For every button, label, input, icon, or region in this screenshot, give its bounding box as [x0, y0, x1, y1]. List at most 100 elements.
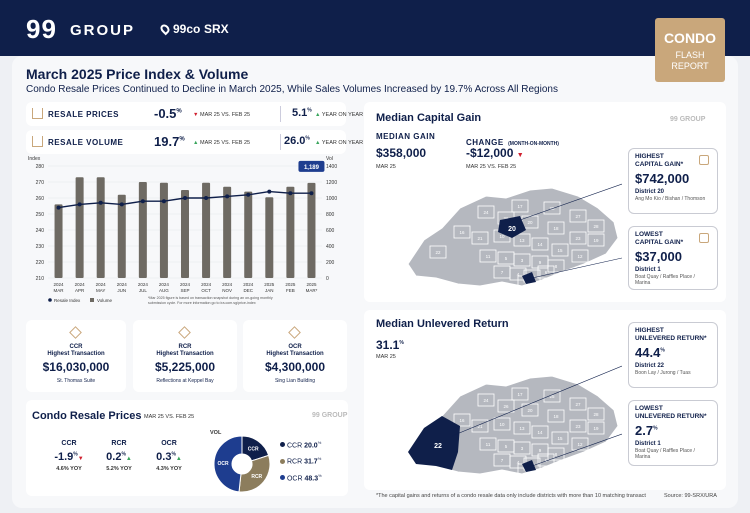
latest-volume-annotation: 1,189	[304, 165, 320, 171]
map-district-label: 18	[553, 226, 559, 231]
volume-bar	[223, 186, 232, 278]
right-tick-label: 1400	[326, 164, 337, 170]
connector-line	[531, 433, 622, 467]
transaction-card-ocr: OCR Highest Transaction $4,300,000 Sing L…	[243, 320, 347, 392]
callout-area: Ang Mo Kio / Bishan / Thomson	[635, 196, 706, 202]
x-tick-label-month: JUL	[139, 288, 147, 293]
unit: %	[653, 425, 658, 432]
up-arrow-icon: ▲	[193, 140, 199, 146]
map-district-label: 14	[537, 242, 543, 247]
chart-note-2: submission cycle. For more information g…	[148, 301, 256, 305]
x-tick-label-month: OCT	[201, 288, 211, 293]
right-tick-label: 800	[326, 212, 335, 218]
transaction-region: RCR	[178, 344, 192, 350]
unit: %	[317, 440, 322, 445]
map-district-cell	[429, 245, 447, 259]
top-bar	[0, 0, 750, 56]
map-district-label: 3	[521, 446, 524, 451]
volume-bar	[307, 182, 316, 278]
map-district-label: 13	[519, 426, 525, 431]
map-district-cell	[531, 425, 549, 439]
callout-area: Boat Quay / Raffles Place / Marina	[635, 448, 695, 460]
transaction-value: $5,225,000	[154, 360, 216, 374]
right-tick-label: 1200	[326, 180, 337, 186]
map-district-label: 26	[503, 404, 509, 409]
map-district-cell	[471, 231, 489, 245]
ocr-legend-dot	[280, 474, 285, 480]
up-arrow-icon: ▲	[315, 112, 321, 118]
x-tick-label-year: 2024	[75, 282, 86, 287]
group-logo: 99	[26, 14, 57, 44]
callout-title: CAPITAL GAIN*	[635, 239, 684, 246]
left-tick-label: 230	[36, 244, 45, 250]
map-highlight-district-1	[522, 460, 536, 472]
map-district-cell	[479, 249, 497, 263]
resale-index-point	[98, 200, 103, 205]
map-district-label: 20	[527, 408, 533, 413]
down-arrow-icon: ▼	[77, 456, 84, 462]
map-district-cell	[587, 219, 605, 233]
kpi-prices-label: RESALE PRICES	[48, 110, 119, 119]
map-district-label: 25	[549, 394, 555, 399]
tag-icon	[178, 326, 191, 339]
region-yoy: 4.6%	[56, 466, 69, 472]
right-tick-label: 0	[326, 276, 329, 282]
map-district-label: 23	[575, 236, 581, 241]
kpi-prices-yoy-note: YEAR ON YEAR	[321, 112, 364, 118]
x-tick-label-month: APR	[75, 288, 85, 293]
map-district-label: 17	[517, 204, 523, 209]
transaction-region: OCR	[288, 344, 302, 350]
x-tick-label-month: DEC	[243, 288, 253, 293]
kpi-volume-yoy: 26.0	[284, 135, 306, 147]
footer-note: *The capital gains and returns of a cond…	[376, 493, 646, 499]
map-district-cell	[453, 225, 471, 239]
unit: %	[660, 347, 665, 354]
up-arrow-icon: ▲	[125, 456, 132, 462]
kpi-volume-label: RESALE VOLUME	[48, 138, 124, 147]
change-value: -$12,000	[466, 146, 514, 160]
region-yoy: 5.2%	[106, 466, 119, 472]
map-district-label: 14	[537, 430, 543, 435]
transaction-region: CCR	[69, 344, 83, 350]
map-district-cell	[537, 265, 555, 279]
down-arrow-icon: ▼	[193, 112, 199, 118]
map-district-label: 5	[505, 256, 508, 261]
map-district-label: 18	[553, 414, 559, 419]
transaction-label: Highest Transaction	[156, 351, 214, 357]
volume-bar	[159, 182, 168, 278]
resale-index-point	[225, 194, 230, 199]
volume-bar	[138, 182, 147, 278]
house-icon	[32, 108, 43, 119]
map-district-label: 19	[593, 426, 599, 431]
map-district-cell	[571, 437, 589, 451]
kpi-prices-mom-note: MAR 25 VS. FEB 25	[199, 112, 251, 118]
region-mom: -1.9	[54, 451, 74, 463]
map-district-label: 16	[459, 418, 465, 423]
connector-line	[519, 183, 622, 221]
x-tick-label-month: MAR	[54, 288, 65, 293]
left-tick-label: 210	[36, 276, 45, 282]
house-chart-icon	[32, 136, 43, 147]
volume-bar	[181, 190, 189, 278]
x-tick-label-month: AUG	[159, 288, 169, 293]
transaction-place: Reflections at Keppel Bay	[156, 378, 214, 384]
map-district-label: 7	[501, 270, 504, 275]
transaction-label: Highest Transaction	[266, 351, 324, 357]
unit: %	[179, 136, 185, 143]
map-district-cell	[551, 431, 569, 445]
region-yoy-label: YOY	[120, 466, 132, 472]
watermark: 99 GROUP	[312, 412, 348, 419]
watermark: 99 GROUP	[670, 116, 706, 123]
volume-bar	[265, 197, 274, 278]
left-tick-label: 240	[36, 228, 45, 234]
region-yoy-label: YOY	[70, 466, 82, 472]
volume-bar	[202, 182, 211, 278]
resale-index-point	[288, 191, 293, 196]
unit: %	[73, 451, 78, 458]
region-yoy-label: YOY	[170, 466, 182, 472]
map-district-cell	[497, 399, 515, 413]
map-district-cell	[513, 441, 531, 455]
pie-legend-name: OCR	[286, 474, 303, 482]
kpi-prices-mom: -0.5	[154, 106, 177, 121]
map-district-cell	[513, 253, 531, 267]
